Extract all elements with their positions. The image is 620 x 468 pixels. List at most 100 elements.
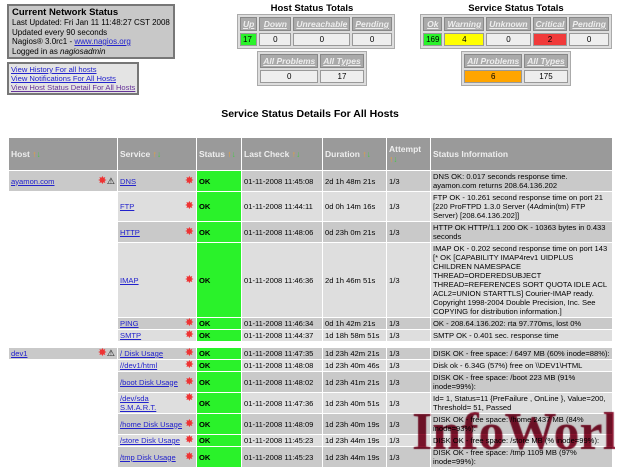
service_totals-header-unknown[interactable]: Unknown [486, 17, 531, 31]
service-graph-icon[interactable]: ✸ [184, 450, 194, 463]
column-header-status[interactable]: Status ↑↓ [197, 138, 241, 170]
sort-ascending-icon[interactable]: ↑ [29, 149, 37, 159]
service-link[interactable]: HTTP [120, 227, 140, 237]
host_totals-all-types-header[interactable]: All Types [320, 54, 364, 68]
service_totals-header-critical[interactable]: Critical [532, 17, 568, 31]
service-row: ✸ SMTP OK 01-11-2008 11:44:37 1d 18h 58m 51s… [9, 330, 612, 341]
service-link[interactable]: FTP [120, 202, 135, 211]
host_totals-count-pending[interactable]: 0 [352, 33, 392, 46]
host-graph-icon[interactable]: ✸ [97, 347, 107, 359]
service_totals-all-types-count[interactable]: 175 [524, 70, 568, 83]
service_totals-all-problems-count[interactable]: 6 [464, 70, 523, 83]
service-graph-icon[interactable]: ✸ [184, 273, 194, 286]
duration-cell: 0d 1h 42m 21s [323, 318, 386, 329]
column-header-last-check[interactable]: Last Check ↑↓ [242, 138, 322, 170]
column-header-duration[interactable]: Duration ↑↓ [323, 138, 386, 170]
host_totals-header-up[interactable]: Up [240, 17, 258, 31]
service-link[interactable]: /home Disk Usage [120, 419, 183, 429]
service_totals-count-pending[interactable]: 0 [569, 33, 609, 46]
duration-cell: 1d 23h 40m 19s [323, 414, 386, 434]
service-link[interactable]: PING [120, 319, 139, 328]
status-title: Current Network Status [12, 7, 119, 18]
last-updated: Last Updated: Fri Jan 11 11:48:27 CST 20… [12, 18, 170, 27]
host_totals-count-down[interactable]: 0 [259, 33, 292, 46]
service-graph-icon[interactable]: ✸ [184, 317, 194, 329]
sort-descending-icon[interactable]: ↓ [36, 149, 41, 159]
sort-ascending-icon[interactable]: ↑ [359, 149, 367, 159]
duration-cell: 2d 1h 46m 51s [323, 243, 386, 317]
service_totals-count-warning[interactable]: 4 [444, 33, 485, 46]
service_totals-count-critical[interactable]: 2 [532, 33, 568, 46]
service-link[interactable]: /store Disk Usage [120, 436, 180, 445]
host-os-icon[interactable]: ⚠ [106, 175, 115, 186]
service-link[interactable]: /tmp Disk Usage [120, 452, 176, 462]
service-graph-icon[interactable]: ✸ [184, 375, 194, 388]
sort-ascending-icon[interactable]: ↑ [224, 149, 232, 159]
nagios-link[interactable]: www.nagios.org [74, 37, 131, 46]
host-graph-icon[interactable]: ✸ [97, 174, 107, 187]
sort-descending-icon[interactable]: ↓ [366, 149, 371, 159]
service-link[interactable]: SMTP [120, 331, 142, 340]
host-cell [9, 435, 117, 446]
host-link[interactable]: ayamon.com [11, 176, 55, 186]
host_totals-count-up[interactable]: 17 [240, 33, 258, 46]
service_totals-count-ok[interactable]: 169 [423, 33, 443, 46]
service-graph-icon[interactable]: ✸ [184, 392, 194, 404]
sort-descending-icon[interactable]: ↓ [156, 149, 162, 159]
service_totals-header-pending[interactable]: Pending [569, 17, 609, 31]
attempt-cell: 1/3 [387, 372, 430, 392]
service_totals-all-types-header[interactable]: All Types [524, 54, 568, 68]
host-link[interactable]: dev1 [11, 349, 28, 358]
host_totals-header-unreachable[interactable]: Unreachable [293, 17, 351, 31]
service-graph-icon[interactable]: ✸ [184, 417, 194, 430]
duration-cell: 1d 23h 44m 19s [323, 435, 386, 446]
host_totals-header-down[interactable]: Down [259, 17, 292, 31]
service-status-totals: Service Status Totals Ok Warning Unknown Cr… [420, 3, 612, 86]
last-check-cell: 01-11-2008 11:48:02 [242, 372, 322, 392]
host_totals-all-problems-header[interactable]: All Problems [260, 54, 319, 68]
sort-descending-icon[interactable]: ↓ [393, 154, 398, 164]
service-link[interactable]: DNS [120, 176, 137, 186]
service-cell: ✸/home Disk Usage [118, 414, 196, 434]
service_totals-header-warning[interactable]: Warning [444, 17, 485, 31]
host_totals-count-unreachable[interactable]: 0 [293, 33, 351, 46]
service-graph-icon[interactable]: ✸ [184, 225, 194, 238]
service-cell: ✸ FTP [118, 192, 196, 221]
sort-ascending-icon[interactable]: ↑ [389, 154, 394, 164]
service_totals-all-problems-header[interactable]: All Problems [464, 54, 523, 68]
attempt-cell: 1/3 [387, 243, 430, 317]
host-os-icon[interactable]: ⚠ [106, 348, 115, 358]
service-link[interactable]: //dev1/html [120, 361, 158, 370]
service_totals-count-unknown[interactable]: 0 [486, 33, 531, 46]
sort-descending-icon[interactable]: ↓ [295, 149, 301, 159]
service-graph-icon[interactable]: ✸ [184, 359, 194, 371]
service-graph-icon[interactable]: ✸ [184, 347, 194, 359]
service-graph-icon[interactable]: ✸ [184, 434, 194, 446]
duration-cell: 1d 23h 41m 21s [323, 372, 386, 392]
service-link[interactable]: /boot Disk Usage [120, 377, 178, 387]
view-host-status-link[interactable]: View Host Status Detail For All Hosts [11, 83, 136, 92]
quick-links: View History For all hosts View Notifica… [7, 62, 140, 95]
host_totals-all-problems-count[interactable]: 0 [260, 70, 319, 83]
service-graph-icon[interactable]: ✸ [184, 174, 194, 187]
service-link[interactable]: IMAP [120, 275, 139, 285]
sort-ascending-icon[interactable]: ↑ [150, 149, 157, 159]
service-link[interactable]: / Disk Usage [120, 349, 164, 358]
duration-cell: 1d 23h 40m 51s [323, 393, 386, 413]
column-header-service[interactable]: Service ↑↓ [118, 138, 196, 170]
service-graph-icon[interactable]: ✸ [184, 200, 194, 212]
duration-cell: 2d 1h 48m 21s [323, 171, 386, 191]
view-history-link[interactable]: View History For all hosts [11, 65, 97, 74]
column-header-status-information[interactable]: Status Information [431, 138, 612, 170]
service_totals-header-ok[interactable]: Ok [423, 17, 443, 31]
host_totals-header-pending[interactable]: Pending [352, 17, 392, 31]
view-notifications-link[interactable]: View Notifications For All Hosts [11, 74, 116, 83]
sort-descending-icon[interactable]: ↓ [231, 149, 236, 159]
service-link[interactable]: /dev/sda S.M.A.R.T. [120, 394, 157, 412]
service-graph-icon[interactable]: ✸ [184, 329, 194, 341]
column-header-host[interactable]: Host ↑↓ [9, 138, 117, 170]
host_totals-all-types-count[interactable]: 17 [320, 70, 364, 83]
sort-ascending-icon[interactable]: ↑ [289, 149, 296, 159]
column-header-attempt[interactable]: Attempt ↑↓ [387, 138, 430, 170]
host-cell [9, 222, 117, 242]
